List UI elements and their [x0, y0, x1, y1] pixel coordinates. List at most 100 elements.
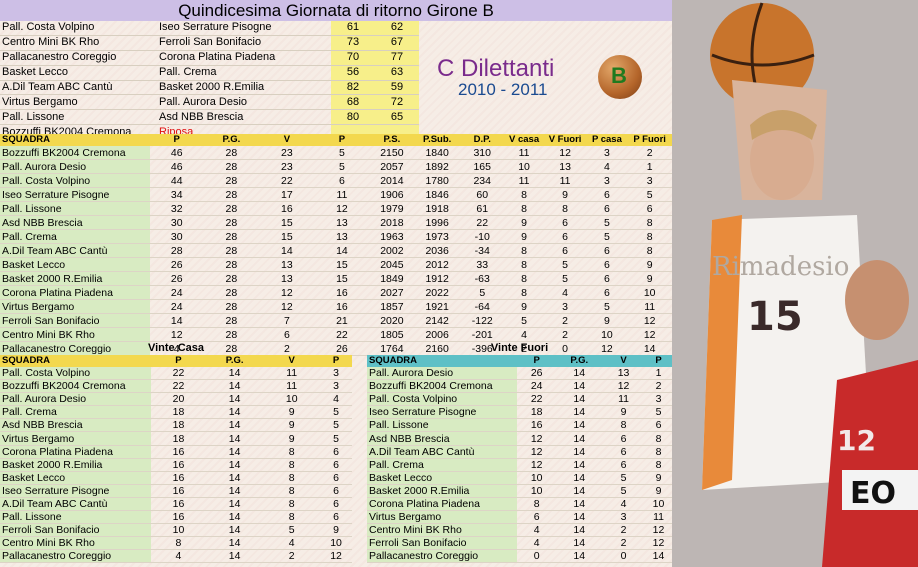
stat-cell: 16	[150, 471, 206, 485]
stat-cell: 14	[556, 418, 603, 433]
stat-cell: 9	[602, 405, 646, 420]
table-row: Iseo Serrature Pisogne 18 14 9 5	[367, 405, 672, 420]
stat-cell: 4	[516, 536, 557, 551]
column-header: P casa	[586, 134, 628, 146]
stat-cell: 3	[320, 367, 352, 381]
away-score: 62	[375, 21, 419, 36]
stat-cell: 4	[150, 549, 206, 564]
home-score: 56	[331, 65, 375, 81]
column-header: P Fuori	[627, 134, 672, 146]
table-row: Ferroli San Bonifacio 10 14 5 9	[0, 523, 352, 538]
stat-cell: 9	[320, 523, 352, 538]
table-row: A.Dil Team ABC Cantù 28 28 14 14 2002 2036 -34 8…	[0, 243, 672, 258]
home-wins-title: Vinte Casa	[147, 342, 205, 354]
stat-cell: 8	[645, 458, 672, 472]
basketball-logo-icon: B	[598, 55, 642, 99]
stat-cell: 3	[543, 299, 587, 314]
stat-cell: 14	[556, 497, 603, 512]
stat-cell: 9	[263, 431, 321, 446]
stat-cell: 2012	[414, 257, 460, 272]
stat-cell: 4	[263, 536, 321, 551]
stat-cell: 11	[314, 187, 370, 202]
stat-cell: 10	[586, 327, 628, 342]
team-name: Ferroli San Bonifacio	[367, 536, 517, 551]
stat-cell: 9	[504, 215, 544, 230]
table-row: Centro Mini BK Rho 12 28 6 22 1805 2006 -201 4 2 1…	[0, 327, 672, 342]
table-row: Pallacanestro Coreggio 0 14 0 14	[367, 549, 672, 564]
stat-cell: 24	[150, 299, 204, 314]
stat-cell: 4	[543, 285, 587, 300]
stat-cell: 2057	[369, 159, 415, 174]
table-row: Basket Lecco 16 14 8 6	[0, 471, 352, 485]
stat-cell: 10	[516, 471, 557, 485]
away-wins-table: SQUADRA P P.G. V P Pall. Aurora Desio 26 14 13 1…	[367, 355, 672, 564]
stat-cell: 8	[504, 201, 544, 216]
stat-cell: 310	[459, 146, 505, 160]
stat-cell: 15	[314, 257, 370, 272]
column-header: V	[602, 355, 646, 367]
team-name: Corona Platina Piadena	[0, 285, 151, 300]
column-header: P	[314, 134, 370, 146]
home-team: Pall. Lissone	[0, 109, 157, 126]
team-name: Basket Lecco	[0, 471, 151, 485]
stat-cell: 8	[504, 243, 544, 258]
stat-cell: 5	[504, 313, 544, 328]
stat-cell: 16	[150, 484, 206, 498]
stat-cell: 14	[205, 367, 264, 381]
team-name: Ferroli San Bonifacio	[0, 313, 151, 328]
stat-cell: -201	[459, 327, 505, 342]
stat-cell: 14	[205, 510, 264, 525]
logo-year: 2010 - 2011	[458, 80, 548, 99]
stat-cell: 11	[645, 510, 672, 525]
stat-cell: 5	[586, 215, 628, 230]
stat-cell: 9	[504, 299, 544, 314]
stat-cell: 1846	[414, 187, 460, 202]
stat-cell: 8	[504, 187, 544, 202]
result-row: A.Dil Team ABC Cantù Basket 2000 R.Emilia…	[0, 80, 419, 96]
table-row: Pall. Crema 30 28 15 13 1963 1973 -10 9 6 5 8	[0, 229, 672, 244]
stat-cell: 30	[150, 229, 204, 244]
stat-cell: 5	[543, 271, 587, 286]
team-name: Asd NBB Brescia	[367, 431, 517, 446]
stat-cell: 33	[459, 257, 505, 272]
stat-cell: 6	[645, 418, 672, 433]
stat-cell: 10	[504, 159, 544, 174]
stat-cell: 16	[314, 285, 370, 300]
team-name: Virtus Bergamo	[0, 299, 151, 314]
result-row: Pallacanestro Coreggio Corona Platina Pia…	[0, 50, 419, 66]
team-name: Centro Mini BK Rho	[0, 536, 151, 551]
table-row: Asd NBB Brescia 18 14 9 5	[0, 418, 352, 433]
away-score: 59	[375, 80, 419, 96]
table-row: Basket Lecco 10 14 5 9	[367, 471, 672, 485]
stat-cell: 6	[320, 497, 352, 512]
stat-cell: 16	[150, 497, 206, 512]
column-header: V casa	[504, 134, 544, 146]
stat-cell: 5	[263, 523, 321, 538]
table-row: Ferroli San Bonifacio 4 14 2 12	[367, 536, 672, 551]
stat-cell: 6	[602, 445, 646, 459]
stat-cell: 12	[259, 299, 315, 314]
column-header: D.P.	[459, 134, 505, 146]
stat-cell: 3	[602, 510, 646, 525]
stat-cell: 9	[263, 405, 321, 420]
stat-cell: 1918	[414, 201, 460, 216]
team-name: Pall. Crema	[367, 458, 517, 472]
stat-cell: 2027	[369, 285, 415, 300]
stat-cell: 10	[320, 536, 352, 551]
stat-cell: 28	[203, 187, 260, 202]
stat-cell: 2018	[369, 215, 415, 230]
stat-cell: -122	[459, 313, 505, 328]
result-row: Virtus Bergamo Pall. Aurora Desio 68 72	[0, 94, 419, 111]
stat-cell: 16	[516, 418, 557, 433]
stat-cell: 11	[543, 173, 587, 188]
stat-cell: 1840	[414, 146, 460, 160]
stat-cell: 14	[556, 405, 603, 420]
stat-cell: 8	[504, 271, 544, 286]
stat-cell: 28	[203, 173, 260, 188]
stat-cell: 14	[556, 367, 603, 381]
stat-cell: 2	[543, 327, 587, 342]
stat-cell: 14	[205, 418, 264, 433]
stat-cell: 2045	[369, 257, 415, 272]
stat-cell: 2	[263, 549, 321, 564]
stat-cell: 5	[602, 484, 646, 498]
